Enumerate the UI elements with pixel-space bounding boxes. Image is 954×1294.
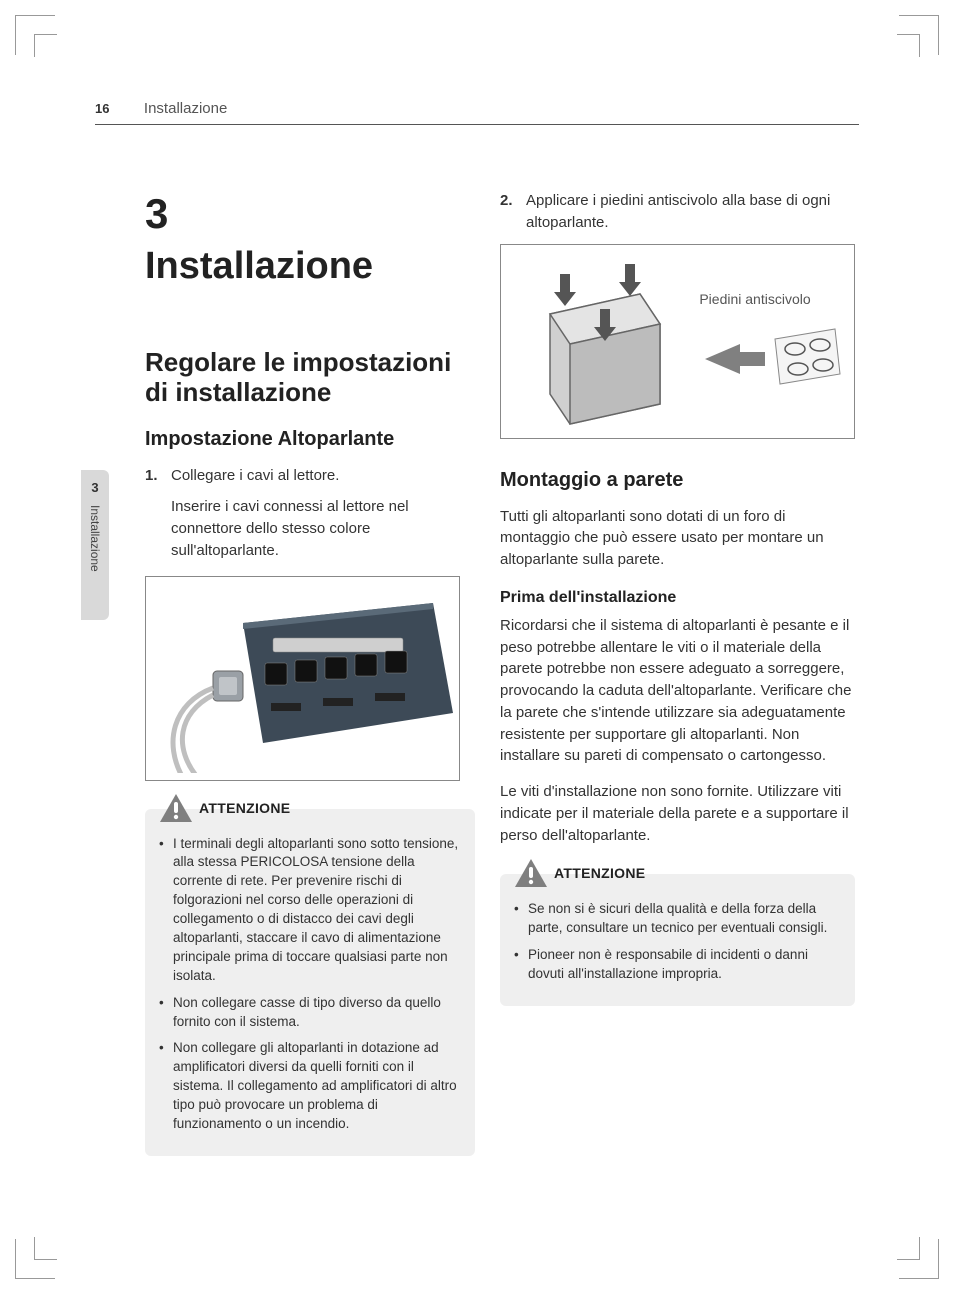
crop-mark-br: [899, 1239, 939, 1279]
caution-list-left: I terminali degli altoparlanti sono sott…: [159, 835, 461, 1134]
caution-item: Non collegare gli altoparlanti in dotazi…: [159, 1039, 461, 1133]
step-1-number: 1.: [145, 465, 163, 487]
step-2-number: 2.: [500, 190, 518, 234]
right-column: 2. Applicare i piedini antiscivolo alla …: [500, 190, 855, 1006]
crop-mark-tr: [899, 15, 939, 55]
caution-box-left: ATTENZIONE I terminali degli altoparlant…: [145, 809, 475, 1156]
warning-icon: [159, 793, 193, 823]
caution-header-right: ATTENZIONE: [514, 858, 645, 888]
step-2-text: Applicare i piedini antiscivolo alla bas…: [526, 190, 855, 234]
caution-label-right: ATTENZIONE: [554, 865, 645, 881]
right-paragraph-3: Le viti d'installazione non sono fornite…: [500, 781, 855, 846]
figure-speaker-feet: Piedini antiscivolo: [500, 244, 855, 439]
step-1-subtext: Inserire i cavi connessi al lettore nel …: [171, 496, 475, 561]
caution-label-left: ATTENZIONE: [199, 800, 290, 816]
step-1: 1. Collegare i cavi al lettore.: [145, 465, 475, 487]
warning-icon: [514, 858, 548, 888]
side-tab: 3 Installazione: [81, 470, 109, 620]
step-1-text: Collegare i cavi al lettore.: [171, 465, 475, 487]
step-2: 2. Applicare i piedini antiscivolo alla …: [500, 190, 855, 234]
chapter-title: Installazione: [145, 246, 475, 288]
side-tab-label: Installazione: [88, 505, 102, 572]
caution-item: I terminali degli altoparlanti sono sott…: [159, 835, 461, 986]
caution-item: Pioneer non è responsabile di incidenti …: [514, 946, 841, 984]
page-number: 16: [95, 101, 109, 116]
left-column: 3 Installazione Regolare le impostazioni…: [145, 190, 475, 1156]
page-header: 16 Installazione: [95, 100, 859, 125]
running-title: Installazione: [144, 100, 227, 117]
figure-connector-panel: [145, 576, 460, 781]
connector-panel-svg: [153, 583, 453, 773]
caution-box-right: ATTENZIONE Se non si è sicuri della qual…: [500, 874, 855, 1006]
right-paragraph-1: Tutti gli altoparlanti sono dotati di un…: [500, 506, 855, 571]
caution-item: Se non si è sicuri della qualità e della…: [514, 900, 841, 938]
side-tab-number: 3: [91, 480, 98, 495]
caution-header-left: ATTENZIONE: [159, 793, 290, 823]
chapter-number: 3: [145, 190, 475, 238]
crop-mark-tl: [15, 15, 55, 55]
section-heading-3-right: Prima dell'installazione: [500, 589, 855, 607]
caution-list-right: Se non si è sicuri della qualità e della…: [514, 900, 841, 984]
crop-mark-bl: [15, 1239, 55, 1279]
right-paragraph-2: Ricordarsi che il sistema di altoparlant…: [500, 615, 855, 767]
section-heading-2-left: Impostazione Altoparlante: [145, 428, 475, 451]
section-heading-2-right: Montaggio a parete: [500, 469, 855, 492]
figure-2-label: Piedini antiscivolo: [699, 291, 810, 307]
speaker-feet-svg: Piedini antiscivolo: [505, 249, 850, 434]
caution-item: Non collegare casse di tipo diverso da q…: [159, 994, 461, 1032]
section-heading-1: Regolare le impostazioni di installazion…: [145, 348, 475, 408]
